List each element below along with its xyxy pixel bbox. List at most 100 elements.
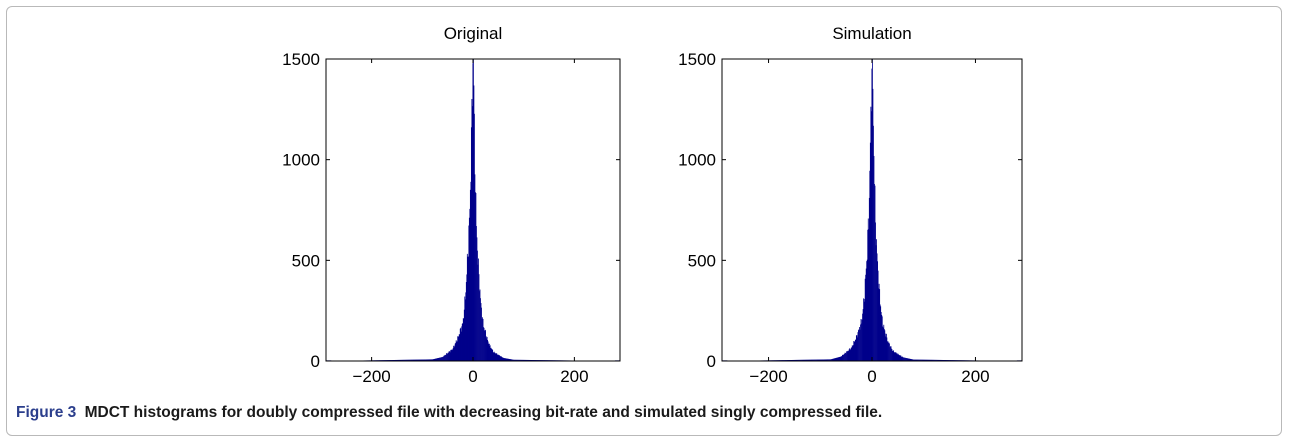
histogram-bar bbox=[456, 341, 458, 361]
histogram-bar bbox=[485, 336, 487, 361]
histogram-bar bbox=[489, 343, 491, 361]
histogram-bar bbox=[924, 359, 926, 361]
histogram-bar bbox=[510, 359, 511, 361]
histogram-bar bbox=[418, 359, 420, 361]
histogram-bar bbox=[903, 357, 905, 361]
histogram-bar bbox=[405, 359, 407, 361]
histogram-bar bbox=[481, 318, 483, 361]
histogram-bar bbox=[501, 357, 503, 361]
histogram-bar bbox=[877, 270, 879, 361]
histogram-bar bbox=[402, 359, 403, 361]
histogram-bar bbox=[466, 253, 468, 361]
histogram-bar bbox=[426, 359, 428, 361]
histogram-bar bbox=[495, 353, 497, 361]
histogram-bar bbox=[810, 359, 812, 361]
histogram-bar bbox=[415, 359, 417, 361]
histogram-bar bbox=[506, 358, 508, 361]
histogram-bar bbox=[520, 359, 521, 361]
histogram-bar bbox=[913, 359, 915, 361]
histogram-bar bbox=[848, 349, 850, 361]
histogram-bar bbox=[927, 359, 929, 361]
histogram-bar bbox=[515, 359, 517, 361]
histogram-bar bbox=[494, 352, 496, 361]
histogram-bar bbox=[880, 312, 882, 361]
histogram-bar bbox=[835, 358, 837, 361]
histogram-bar bbox=[463, 318, 465, 361]
histogram-bar bbox=[806, 359, 808, 361]
histogram-bar bbox=[824, 359, 826, 361]
histogram-bar bbox=[473, 59, 474, 361]
histogram-bar bbox=[820, 359, 822, 361]
histogram-bar bbox=[843, 354, 845, 361]
histogram-bar bbox=[863, 301, 865, 361]
histogram-bar bbox=[406, 359, 407, 361]
histogram-bar bbox=[804, 359, 806, 361]
histogram-bar bbox=[404, 359, 406, 361]
histogram-bar bbox=[464, 299, 466, 361]
histogram-bar bbox=[917, 359, 919, 361]
histogram-bar bbox=[792, 359, 794, 361]
histogram-bar bbox=[467, 256, 469, 361]
histogram-bar bbox=[529, 359, 531, 361]
histogram-bar bbox=[813, 359, 815, 361]
histogram-bar bbox=[909, 358, 911, 361]
histogram-bar bbox=[882, 326, 884, 361]
histogram-bar bbox=[493, 351, 495, 361]
histogram-bar bbox=[452, 348, 454, 361]
chart-title: Original bbox=[444, 24, 503, 43]
histogram-bar bbox=[517, 359, 519, 361]
histogram-bar bbox=[895, 352, 897, 361]
histogram-bar bbox=[483, 327, 484, 361]
histogram-bar bbox=[525, 359, 527, 361]
histogram-bar bbox=[891, 348, 892, 361]
histogram-bar bbox=[476, 226, 477, 361]
histogram-bar bbox=[445, 355, 446, 361]
histogram-bar bbox=[918, 359, 919, 361]
histogram-bar bbox=[838, 357, 840, 361]
histogram-bar bbox=[905, 357, 907, 361]
histogram-bar bbox=[825, 359, 827, 361]
histogram-bar bbox=[395, 359, 397, 361]
histogram-bar bbox=[474, 113, 475, 361]
x-tick-label: 0 bbox=[468, 367, 477, 386]
histogram-bar bbox=[482, 318, 484, 361]
histogram-bar bbox=[921, 359, 923, 361]
histogram-bar bbox=[837, 357, 839, 361]
histogram-bar bbox=[852, 346, 854, 361]
histogram-bar bbox=[922, 359, 924, 361]
histogram-bar bbox=[492, 349, 494, 361]
y-tick-label: 500 bbox=[292, 251, 320, 270]
histogram-bar bbox=[859, 329, 861, 361]
histogram-bar bbox=[793, 359, 795, 361]
histogram-bar bbox=[484, 330, 485, 361]
histogram-bar bbox=[858, 330, 859, 361]
histogram-bar bbox=[479, 289, 481, 361]
histogram-bar bbox=[895, 352, 897, 361]
histogram-bar bbox=[806, 359, 808, 361]
histogram-bar bbox=[825, 359, 827, 361]
histogram-bar bbox=[441, 357, 442, 361]
histogram-bar bbox=[857, 337, 858, 361]
histogram-bar bbox=[513, 359, 514, 361]
histogram-bar bbox=[470, 181, 472, 361]
histogram-bar bbox=[502, 357, 504, 361]
histogram-bar bbox=[871, 68, 873, 361]
histogram-bar bbox=[514, 359, 515, 361]
histogram-bar bbox=[469, 208, 471, 361]
histogram-bar bbox=[456, 341, 458, 361]
histogram-bar bbox=[868, 197, 870, 361]
figure-frame bbox=[6, 6, 1282, 436]
histogram-bar bbox=[460, 331, 462, 361]
histogram-bar bbox=[883, 329, 885, 361]
histogram-bar bbox=[931, 359, 933, 361]
histogram-bar bbox=[796, 359, 798, 361]
y-tick-label: 1000 bbox=[678, 151, 716, 170]
histogram-bar bbox=[528, 359, 530, 361]
histogram-bar bbox=[817, 359, 819, 361]
histogram-bar bbox=[876, 239, 877, 361]
histogram-bar bbox=[427, 359, 429, 361]
histogram-bar bbox=[863, 298, 865, 361]
y-tick-label: 1000 bbox=[282, 151, 320, 170]
histogram-bar bbox=[412, 359, 414, 361]
histogram-bar bbox=[437, 358, 438, 361]
